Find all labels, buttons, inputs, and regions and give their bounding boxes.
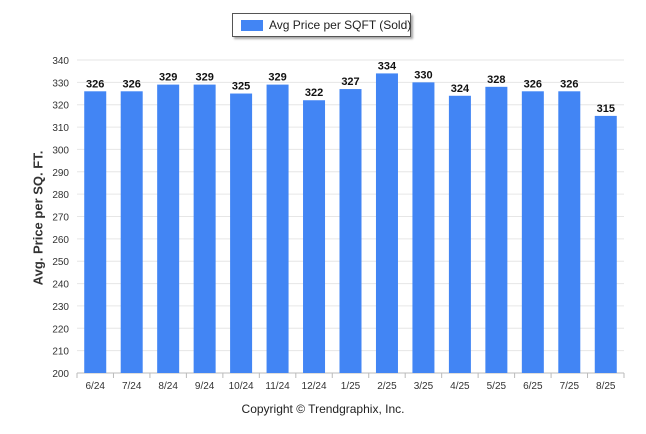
bar bbox=[558, 91, 581, 374]
data-label: 322 bbox=[305, 87, 323, 99]
x-tick-label: 3/25 bbox=[414, 381, 434, 392]
data-label: 324 bbox=[451, 83, 470, 95]
y-tick-label: 270 bbox=[52, 213, 69, 224]
bar bbox=[84, 91, 107, 374]
y-tick-label: 320 bbox=[52, 101, 69, 112]
data-label: 326 bbox=[86, 78, 104, 90]
bar bbox=[485, 86, 508, 373]
y-tick-label: 230 bbox=[52, 302, 69, 313]
bar bbox=[375, 73, 398, 374]
y-tick-label: 260 bbox=[52, 235, 69, 246]
x-tick-label: 9/24 bbox=[195, 381, 215, 392]
y-tick-label: 240 bbox=[52, 280, 69, 291]
bar bbox=[521, 91, 544, 374]
bar bbox=[266, 84, 289, 373]
bar bbox=[303, 100, 326, 373]
y-axis-title: Avg. Price per SQ. FT. bbox=[30, 150, 46, 286]
bar bbox=[157, 84, 180, 373]
data-label: 326 bbox=[524, 78, 542, 90]
y-tick-label: 300 bbox=[52, 145, 69, 156]
data-label: 330 bbox=[414, 69, 432, 81]
data-label: 329 bbox=[268, 72, 286, 84]
y-tick-label: 250 bbox=[52, 257, 69, 268]
x-tick-label: 2/25 bbox=[377, 381, 397, 392]
chart-legend: Avg Price per SQFT (Sold) bbox=[232, 13, 411, 37]
data-label: 315 bbox=[597, 103, 615, 115]
x-tick-label: 4/25 bbox=[450, 381, 470, 392]
y-tick-label: 200 bbox=[52, 369, 69, 380]
x-tick-label: 11/24 bbox=[265, 381, 290, 392]
x-tick-label: 5/25 bbox=[487, 381, 507, 392]
x-tick-label: 12/24 bbox=[302, 381, 327, 392]
legend-swatch bbox=[241, 20, 263, 31]
data-label: 329 bbox=[195, 72, 213, 84]
x-tick-label: 8/25 bbox=[596, 381, 616, 392]
copyright-text: Copyright © Trendgraphix, Inc. bbox=[241, 402, 405, 416]
data-label: 325 bbox=[232, 81, 250, 93]
x-tick-label: 1/25 bbox=[341, 381, 361, 392]
x-tick-label: 10/24 bbox=[229, 381, 254, 392]
x-tick-label: 7/24 bbox=[122, 381, 142, 392]
y-tick-label: 310 bbox=[52, 123, 69, 134]
bar bbox=[594, 115, 617, 374]
y-tick-label: 210 bbox=[52, 347, 69, 358]
bar bbox=[193, 84, 216, 373]
data-label: 329 bbox=[159, 72, 177, 84]
bar bbox=[120, 91, 143, 374]
x-tick-label: 7/25 bbox=[560, 381, 580, 392]
data-label: 326 bbox=[560, 78, 578, 90]
x-tick-label: 8/24 bbox=[158, 381, 178, 392]
x-tick-label: 6/24 bbox=[85, 381, 105, 392]
y-tick-label: 220 bbox=[52, 324, 69, 335]
data-label: 326 bbox=[123, 78, 141, 90]
x-tick-label: 6/25 bbox=[523, 381, 543, 392]
bar bbox=[448, 95, 471, 374]
data-label: 328 bbox=[487, 74, 505, 86]
bar bbox=[230, 93, 253, 374]
bar bbox=[412, 82, 435, 373]
bar bbox=[339, 89, 362, 374]
data-label: 334 bbox=[378, 60, 397, 72]
y-tick-label: 340 bbox=[52, 56, 69, 67]
y-tick-label: 290 bbox=[52, 168, 69, 179]
legend-label: Avg Price per SQFT (Sold) bbox=[269, 18, 412, 32]
y-tick-label: 330 bbox=[52, 78, 69, 89]
y-tick-label: 280 bbox=[52, 190, 69, 201]
data-label: 327 bbox=[341, 76, 359, 88]
